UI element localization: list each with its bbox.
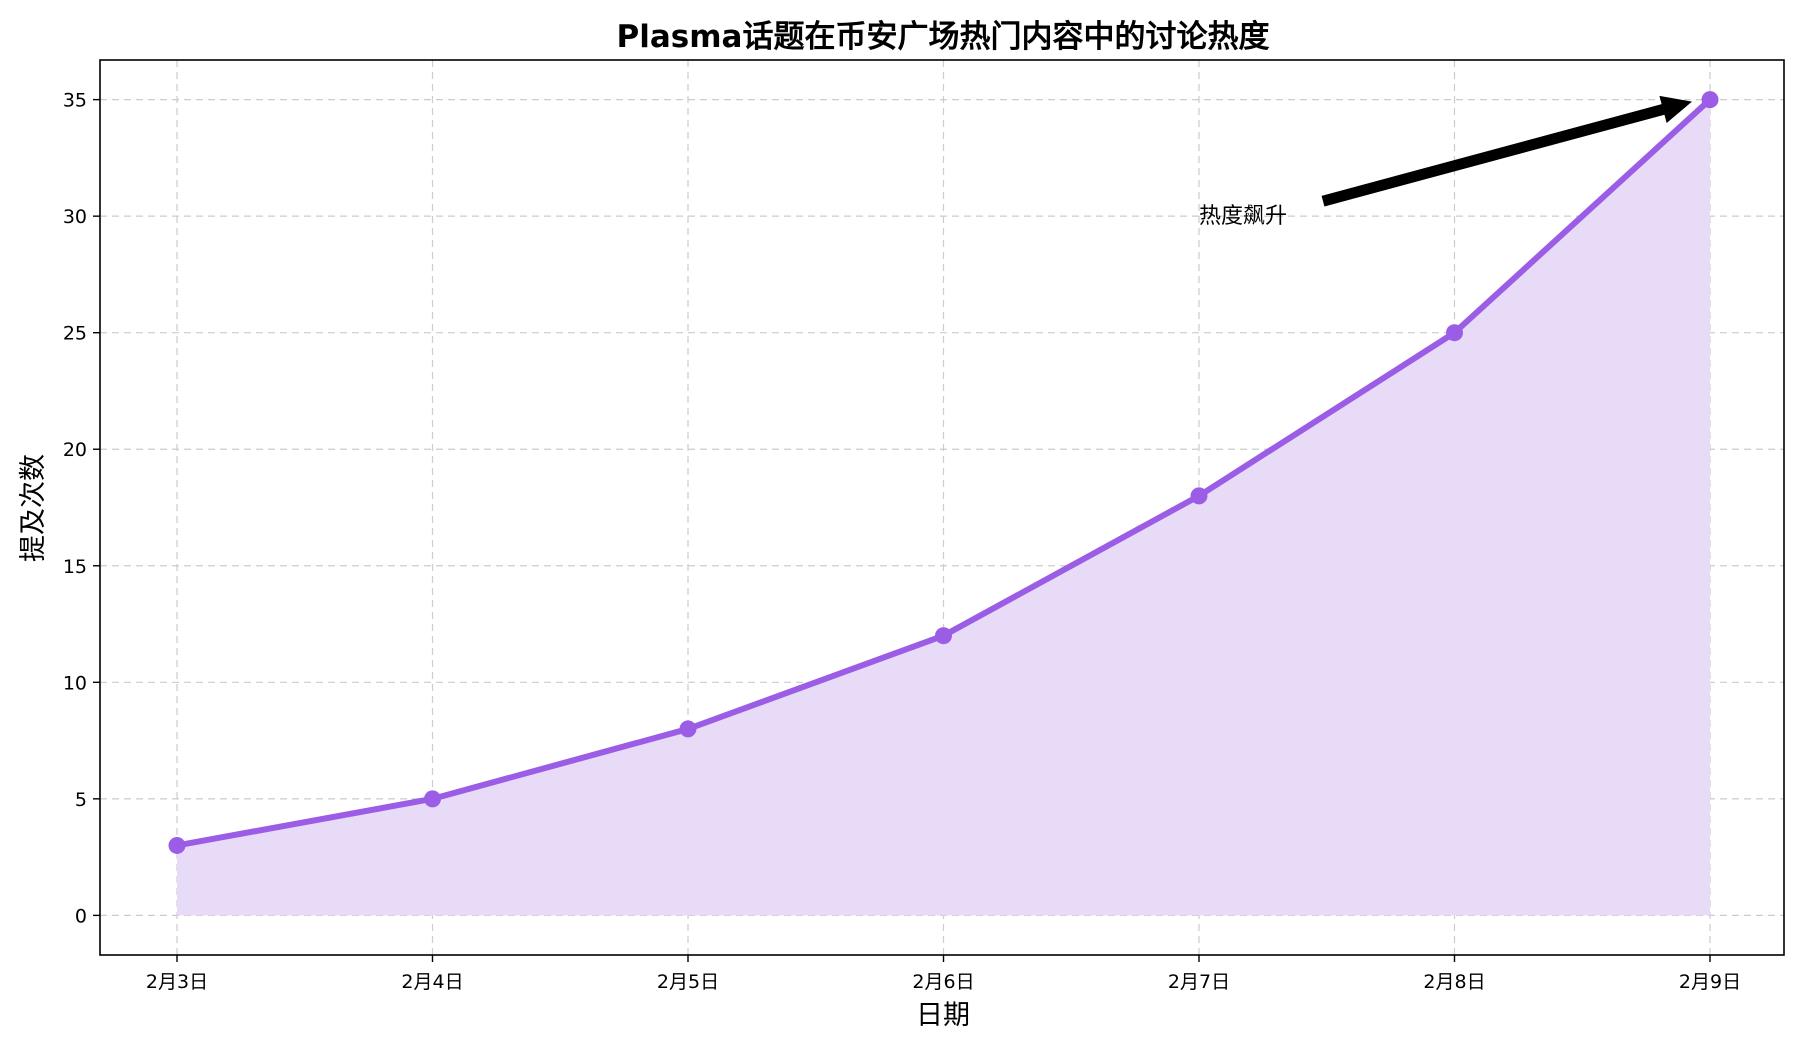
data-point [679, 720, 697, 738]
annotation-layer: 热度飙升 [1199, 95, 1692, 229]
x-axis-label: 日期 [916, 1000, 970, 1031]
series-area [177, 99, 1710, 916]
y-tick-label: 15 [63, 556, 87, 578]
data-point [168, 836, 186, 854]
y-tick-label: 0 [75, 905, 87, 927]
x-tick-label: 2月8日 [1423, 971, 1485, 993]
y-tick-label: 30 [63, 206, 87, 228]
data-point [424, 790, 441, 808]
annotation-arrow-head [1659, 95, 1692, 123]
area-fill-layer [177, 99, 1710, 916]
x-tick-label: 2月9日 [1679, 971, 1741, 993]
plot-frame [99, 59, 1785, 956]
annotation-arrow-shaft [1321, 103, 1667, 207]
chart-title: Plasma话题在币安广场热门内容中的讨论热度 [617, 19, 1270, 55]
data-point [935, 627, 952, 645]
y-axis-ticks: 0 5 10 15 20 25 30 35 [63, 90, 100, 927]
y-tick-label: 20 [63, 439, 87, 461]
y-axis-label: 提及次数 [18, 454, 49, 562]
y-tick-label: 10 [63, 672, 87, 694]
y-tick-label: 35 [63, 90, 87, 112]
x-tick-label: 2月5日 [657, 971, 719, 993]
data-point [1446, 324, 1463, 342]
x-tick-label: 2月6日 [912, 971, 974, 993]
y-tick-label: 25 [63, 323, 87, 345]
data-point [1190, 487, 1208, 505]
y-tick-label: 5 [75, 789, 87, 811]
data-point [1701, 91, 1719, 109]
x-tick-label: 2月7日 [1168, 971, 1230, 993]
x-tick-label: 2月3日 [146, 971, 208, 993]
data-points-layer [168, 91, 1719, 854]
x-tick-label: 2月4日 [401, 971, 463, 993]
x-axis-ticks: 2月3日 2月4日 2月5日 2月6日 2月7日 2月8日 2月9日 [146, 955, 1741, 993]
annotation-label: 热度飙升 [1199, 204, 1287, 229]
